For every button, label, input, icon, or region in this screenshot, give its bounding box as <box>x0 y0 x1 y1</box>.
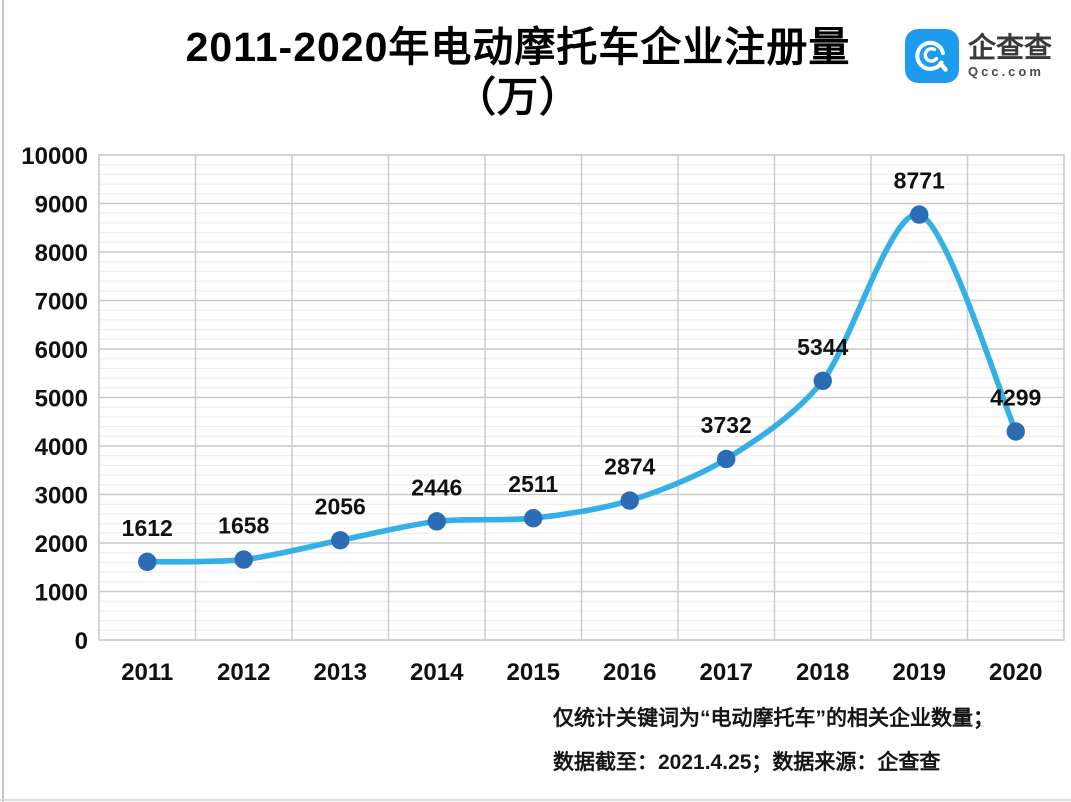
y-tick-label: 5000 <box>35 386 88 413</box>
data-label: 1612 <box>122 515 173 541</box>
y-tick-label: 7000 <box>35 289 88 316</box>
data-point <box>138 552 157 572</box>
x-tick-label: 2019 <box>893 659 946 686</box>
y-tick-label: 8000 <box>35 240 88 267</box>
qcc-logo: 企查查 Qcc.com <box>905 29 1052 83</box>
x-tick-label: 2018 <box>796 659 849 686</box>
data-label: 3732 <box>701 412 752 438</box>
data-label: 4299 <box>990 384 1041 410</box>
data-point <box>234 550 253 569</box>
y-tick-label: 1000 <box>35 580 88 607</box>
data-label: 2874 <box>604 454 655 480</box>
qcc-logo-domain: Qcc.com <box>968 64 1044 80</box>
y-tick-label: 4000 <box>35 434 88 461</box>
chart-title: 2011-2020年电动摩托车企业注册量 （万） <box>0 22 1036 122</box>
x-tick-label: 2017 <box>700 659 753 686</box>
data-label: 2056 <box>315 493 366 519</box>
y-tick-label: 6000 <box>35 337 88 364</box>
data-point <box>620 491 639 510</box>
y-tick-label: 9000 <box>35 192 88 219</box>
x-tick-label: 2015 <box>507 659 560 686</box>
data-label: 2511 <box>508 471 558 497</box>
data-point <box>331 531 350 550</box>
footnote-source: 数据截至：2021.4.25；数据来源：企查查 <box>553 751 941 774</box>
y-tick-label: 10000 <box>21 143 88 170</box>
x-tick-label: 2012 <box>217 659 270 686</box>
data-point <box>813 371 832 391</box>
chart-footnotes: 仅统计关键词为“电动摩托车”的相关企业数量； 数据截至：2021.4.25；数据… <box>553 697 994 785</box>
x-tick-label: 2016 <box>603 659 656 686</box>
y-tick-label: 3000 <box>35 483 88 510</box>
x-tick-label: 2020 <box>989 659 1042 686</box>
data-label: 2446 <box>411 474 462 500</box>
plot-border <box>98 154 1065 641</box>
data-point <box>717 449 736 469</box>
qcc-magnifier-icon <box>905 29 959 83</box>
qcc-logo-text: 企查查 Qcc.com <box>968 31 1053 80</box>
window-left-border <box>2 0 4 802</box>
data-point <box>427 512 446 531</box>
footnote-scope: 仅统计关键词为“电动摩托车”的相关企业数量； <box>553 707 994 730</box>
chart-title-line1: 2011-2020年电动摩托车企业注册量 <box>185 24 851 70</box>
data-label: 5344 <box>797 334 848 360</box>
x-tick-label: 2011 <box>121 659 173 686</box>
data-label: 1658 <box>218 513 269 539</box>
window-bottom-border <box>0 799 1071 801</box>
data-point <box>524 509 543 528</box>
x-tick-label: 2013 <box>314 659 367 686</box>
line-chart: 0 1000 2000 3000 4000 5000 6000 7000 8000 9000 100… <box>21 143 1065 686</box>
qcc-logo-name: 企查查 <box>968 31 1053 63</box>
data-label: 8771 <box>894 168 945 194</box>
y-tick-label: 0 <box>75 628 88 655</box>
data-point <box>910 205 929 224</box>
y-tick-label: 2000 <box>35 531 88 558</box>
data-point <box>1006 422 1025 441</box>
chart-title-line2: （万） <box>455 74 581 121</box>
x-tick-label: 2014 <box>410 659 464 686</box>
